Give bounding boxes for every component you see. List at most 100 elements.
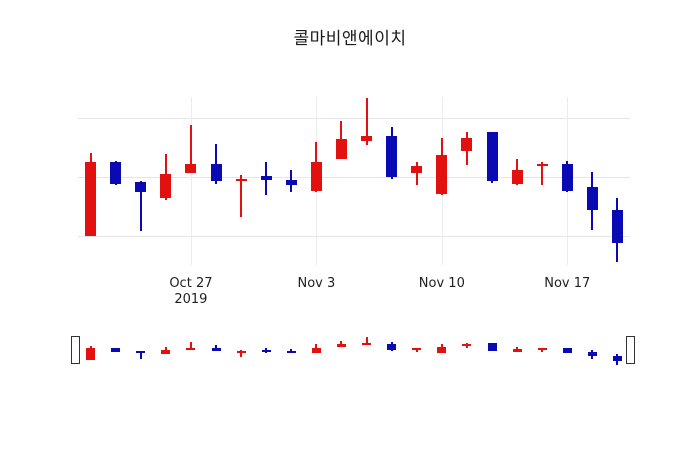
candle-body (487, 342, 497, 352)
candle-wick (139, 180, 142, 231)
candle-body (235, 178, 247, 181)
candle-wick (365, 337, 368, 345)
candle-body (486, 131, 498, 182)
candle-wick (240, 349, 243, 358)
candle-body (562, 348, 572, 353)
candlestick (512, 330, 522, 372)
candle-wick (365, 98, 368, 145)
candlestick (210, 97, 222, 265)
candle-body (461, 138, 473, 152)
candle-body (111, 347, 121, 352)
candle-body (85, 161, 97, 236)
candlestick (236, 330, 246, 372)
candle-body (411, 165, 423, 174)
candlestick (160, 97, 172, 265)
candlestick (186, 330, 196, 372)
candlestick (436, 97, 448, 265)
candle-body (260, 175, 272, 181)
candlestick (537, 330, 547, 372)
candle-body (612, 355, 622, 362)
candlestick (86, 330, 96, 372)
candlestick (611, 97, 623, 265)
candlestick (161, 330, 171, 372)
candle-wick (240, 174, 243, 218)
candle-body (211, 348, 221, 352)
candlestick (486, 97, 498, 265)
candle-body (261, 350, 271, 353)
candle-body (335, 139, 347, 160)
y-gridline (78, 117, 630, 119)
candle-wick (541, 162, 544, 186)
candle-wick (139, 350, 142, 360)
candlestick (85, 97, 97, 265)
candlestick (437, 330, 447, 372)
candlestick (411, 97, 423, 265)
candle-body (412, 348, 422, 351)
candle-body (135, 182, 147, 193)
candlestick (311, 330, 321, 372)
x-tick-label: Nov 17 (544, 276, 591, 291)
candlestick (261, 330, 271, 372)
candle-body (437, 346, 447, 354)
candlestick (511, 97, 523, 265)
candlestick (185, 97, 197, 265)
candle-body (537, 348, 547, 351)
candlestick (110, 97, 122, 265)
candlestick (285, 97, 297, 265)
candle-body (586, 186, 598, 210)
candlestick (562, 330, 572, 372)
candlestick (336, 330, 346, 372)
candlestick (136, 330, 146, 372)
candle-body (311, 347, 321, 353)
candle-body (236, 350, 246, 353)
candle-body (336, 344, 346, 348)
candlestick (412, 330, 422, 372)
candlestick (612, 330, 622, 372)
candle-wick (189, 124, 192, 174)
candle-wick (189, 341, 192, 350)
candle-body (285, 180, 297, 185)
candle-body (512, 349, 522, 352)
candle-body (511, 169, 523, 185)
candlestick (235, 97, 247, 265)
candle-body (386, 136, 398, 177)
candlestick (260, 97, 272, 265)
navigator-plot-area (71, 330, 635, 372)
candle-wick (215, 143, 217, 184)
candlestick (362, 330, 372, 372)
candlestick (111, 330, 121, 372)
candlestick (561, 97, 573, 265)
candle-body (286, 350, 296, 353)
range-start-handle[interactable] (71, 336, 80, 364)
candle-body (110, 161, 122, 185)
candle-body (310, 161, 322, 191)
candle-body (160, 173, 172, 198)
candle-body (561, 164, 573, 191)
candlestick (487, 330, 497, 372)
candle-body (210, 163, 222, 182)
candle-body (436, 154, 448, 195)
candlestick (310, 97, 322, 265)
candlestick (462, 330, 472, 372)
y-axis: 260002700028000 (0, 97, 700, 265)
candlestick (536, 97, 548, 265)
candlestick (286, 330, 296, 372)
y-gridline (78, 176, 630, 178)
candlestick (461, 97, 473, 265)
candle-wick (415, 162, 418, 185)
x-tick-label: Nov 3 (297, 276, 336, 291)
candlestick (387, 330, 397, 372)
candle-body (361, 135, 373, 142)
candle-wick (215, 344, 217, 352)
candlestick (587, 330, 597, 372)
x-tick-label: Nov 10 (418, 276, 465, 291)
candle-body (86, 347, 96, 361)
x-gridline (190, 97, 192, 265)
candlestick (386, 97, 398, 265)
candle-body (136, 351, 146, 354)
candlestick (361, 97, 373, 265)
range-end-handle[interactable] (626, 336, 635, 364)
main-plot-area (78, 97, 630, 265)
candle-body (161, 349, 171, 354)
